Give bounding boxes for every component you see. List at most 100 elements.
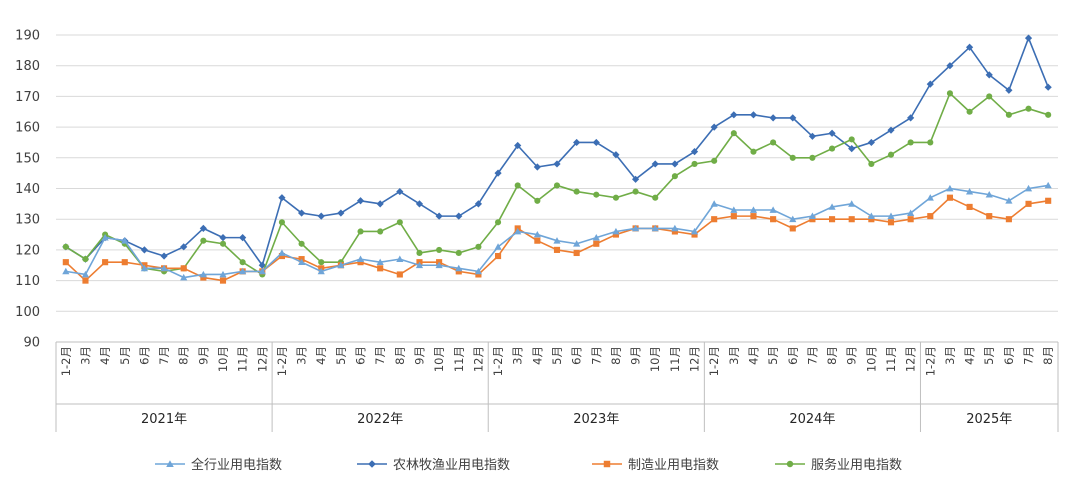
data-point: [612, 194, 620, 201]
data-point: [946, 194, 954, 201]
y-tick-label: 140: [15, 182, 40, 197]
x-tick-label: 8月: [825, 346, 839, 365]
data-point: [730, 206, 738, 213]
x-tick-label: 9月: [845, 346, 859, 365]
legend-label: 制造业用电指数: [628, 458, 719, 473]
data-point: [730, 213, 737, 220]
x-tick-label: 6月: [354, 346, 368, 365]
data-point: [926, 194, 934, 201]
data-point: [1044, 83, 1052, 91]
data-point: [690, 148, 699, 156]
x-tick-label: 4月: [314, 346, 328, 365]
data-point: [455, 249, 462, 257]
data-point: [140, 264, 149, 272]
data-point: [455, 268, 462, 275]
x-tick-label: 1-2月: [59, 346, 73, 376]
data-point: [828, 216, 836, 223]
data-point: [573, 188, 580, 195]
data-point: [573, 138, 581, 147]
legend-item: 制造业用电指数: [592, 458, 719, 473]
x-tick-label: 4月: [746, 346, 760, 365]
data-point: [887, 126, 895, 134]
data-point: [711, 157, 718, 164]
x-tick-label: 8月: [1041, 346, 1055, 365]
data-point: [219, 234, 227, 242]
x-tick-label: 9月: [412, 346, 426, 365]
legend: 全行业用电指数 农林牧渔业用电指数 制造业用电指数 服务业用电指数: [155, 457, 902, 473]
x-tick-label: 10月: [432, 346, 446, 372]
y-tick-label: 130: [15, 213, 40, 228]
data-point: [278, 194, 286, 202]
x-tick-label: 3月: [727, 346, 741, 365]
data-point: [592, 138, 600, 147]
data-point: [789, 215, 797, 223]
data-point: [219, 240, 227, 247]
y-tick-label: 110: [15, 274, 40, 289]
data-point: [415, 200, 424, 208]
x-tick-label: 4月: [963, 346, 977, 365]
data-point: [356, 255, 365, 262]
year-label: 2024年: [789, 412, 835, 427]
x-tick-label: 7月: [805, 346, 819, 365]
data-point: [887, 219, 895, 226]
x-tick-label: 8月: [609, 346, 623, 365]
legend-marker: [786, 460, 794, 468]
data-point: [356, 197, 365, 205]
data-point: [671, 160, 679, 168]
data-point: [926, 80, 934, 88]
y-tick-label: 100: [15, 305, 40, 320]
data-point: [769, 114, 777, 122]
x-tick-label: 5月: [118, 346, 132, 365]
data-point: [101, 234, 109, 241]
x-tick-label: 7月: [589, 346, 603, 365]
data-point: [239, 234, 247, 242]
x-tick-label: 5月: [766, 346, 780, 365]
x-tick-label: 8月: [393, 346, 407, 365]
data-point: [376, 200, 384, 208]
data-point: [612, 231, 620, 238]
data-point: [278, 249, 286, 256]
x-tick-label: 12月: [904, 346, 918, 372]
x-tick-label: 9月: [629, 346, 643, 365]
x-tick-label: 6月: [570, 346, 584, 365]
data-point: [750, 213, 757, 220]
data-point: [1024, 34, 1033, 42]
data-point: [219, 270, 227, 278]
data-point: [867, 138, 875, 147]
legend-label: 全行业用电指数: [191, 457, 282, 473]
data-point: [435, 261, 443, 269]
data-point: [258, 261, 266, 269]
data-point: [317, 267, 325, 275]
data-point: [494, 169, 502, 177]
y-tick-label: 120: [15, 243, 40, 258]
data-point: [396, 187, 404, 196]
data-point: [749, 111, 758, 119]
data-point: [199, 270, 207, 278]
data-point: [278, 252, 286, 260]
data-point: [357, 228, 364, 235]
data-point: [1045, 111, 1052, 118]
data-point: [867, 212, 875, 220]
data-point: [494, 252, 502, 260]
y-tick-label: 170: [15, 90, 40, 105]
data-point: [631, 175, 640, 183]
data-point: [82, 256, 89, 263]
data-point: [946, 184, 954, 192]
data-point: [651, 224, 659, 232]
x-tick-label: 5月: [550, 346, 564, 365]
data-point: [828, 203, 836, 210]
data-point: [298, 240, 305, 247]
legend-marker: [166, 460, 174, 468]
data-point: [258, 267, 266, 275]
data-point: [396, 255, 404, 262]
data-point: [534, 237, 541, 244]
data-point: [848, 200, 856, 207]
data-point: [770, 139, 777, 146]
data-point: [1005, 111, 1012, 118]
data-point: [436, 246, 443, 253]
data-point: [1025, 200, 1032, 207]
data-point: [1045, 197, 1052, 204]
data-point: [573, 240, 581, 247]
data-point: [946, 90, 954, 97]
data-point: [494, 243, 502, 250]
